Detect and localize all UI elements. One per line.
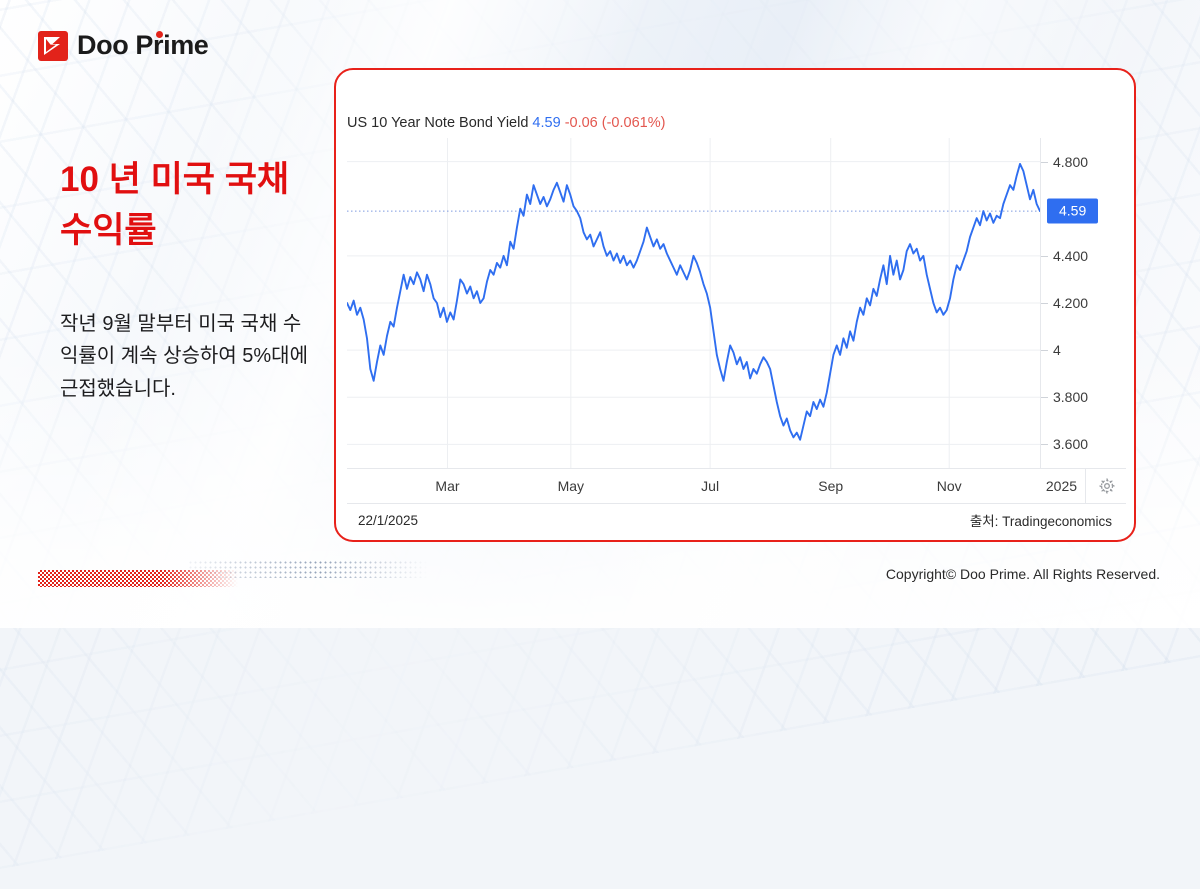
brand-name: Doo Prime: [77, 30, 209, 61]
doo-prime-flag-icon: [38, 30, 68, 61]
chart-card: US 10 Year Note Bond Yield 4.59 -0.06 (-…: [334, 68, 1136, 542]
y-axis-tick: 4.400: [1040, 247, 1089, 264]
x-axis-separator: [1085, 469, 1086, 503]
y-axis-tick: 3.600: [1040, 436, 1089, 453]
page-title: 10 년 미국 국채수익률: [60, 160, 290, 250]
series-line: [347, 162, 1040, 441]
brand-logo: Doo Prime: [38, 30, 209, 61]
yield-line-chart: [347, 138, 1040, 468]
x-axis-tick: Sep: [818, 478, 844, 494]
chart-source: 출처: Tradingeconomics: [969, 514, 1112, 529]
gear-icon[interactable]: [1098, 477, 1116, 495]
y-axis-tick: 3.800: [1040, 389, 1089, 406]
chart-title-value: 4.59: [532, 115, 561, 131]
brand-name-text: Doo Prime: [77, 30, 209, 60]
x-axis-tick: Mar: [435, 478, 460, 494]
chart-title-label: US 10 Year Note Bond Yield: [347, 115, 529, 131]
horizontal-gridlines: [347, 161, 1040, 445]
x-axis-tick: Jul: [701, 478, 720, 494]
copyright-text: Copyright© Doo Prime. All Rights Reserve…: [885, 566, 1160, 582]
chart-title-change: -0.06 (-0.061%): [564, 115, 666, 131]
y-axis: 4.800 4.400 4.200 4 3.800 3.600 4.59: [1040, 138, 1126, 468]
chart-date: 22/1/2025: [358, 512, 419, 528]
decorative-red-bar: [38, 570, 238, 587]
y-axis-tick: 4.200: [1040, 295, 1089, 311]
y-axis-tick: 4: [1041, 342, 1061, 359]
card-footer: 22/1/2025 출처: Tradingeconomics: [336, 500, 1134, 540]
x-axis-tick: May: [557, 478, 585, 494]
x-axis: Mar May Jul Sep Nov 2025: [347, 468, 1126, 504]
decorative-dots: [188, 560, 428, 578]
x-axis-tick: 2025: [1045, 478, 1078, 494]
page-description: 작년 9월 말부터 미국 국채 수익률이 계속 상승하여 5%대에 근접했습니다…: [60, 313, 308, 400]
logo-accent-dot: [156, 31, 164, 38]
current-price-badge: 4.59: [1047, 198, 1099, 224]
chart-plot-area: [347, 138, 1040, 468]
decorative-pattern: [38, 560, 428, 588]
chart-title: US 10 Year Note Bond Yield 4.59 -0.06 (-…: [347, 115, 665, 131]
y-axis-tick: 4.800: [1040, 153, 1089, 170]
x-axis-tick: Nov: [936, 478, 962, 494]
